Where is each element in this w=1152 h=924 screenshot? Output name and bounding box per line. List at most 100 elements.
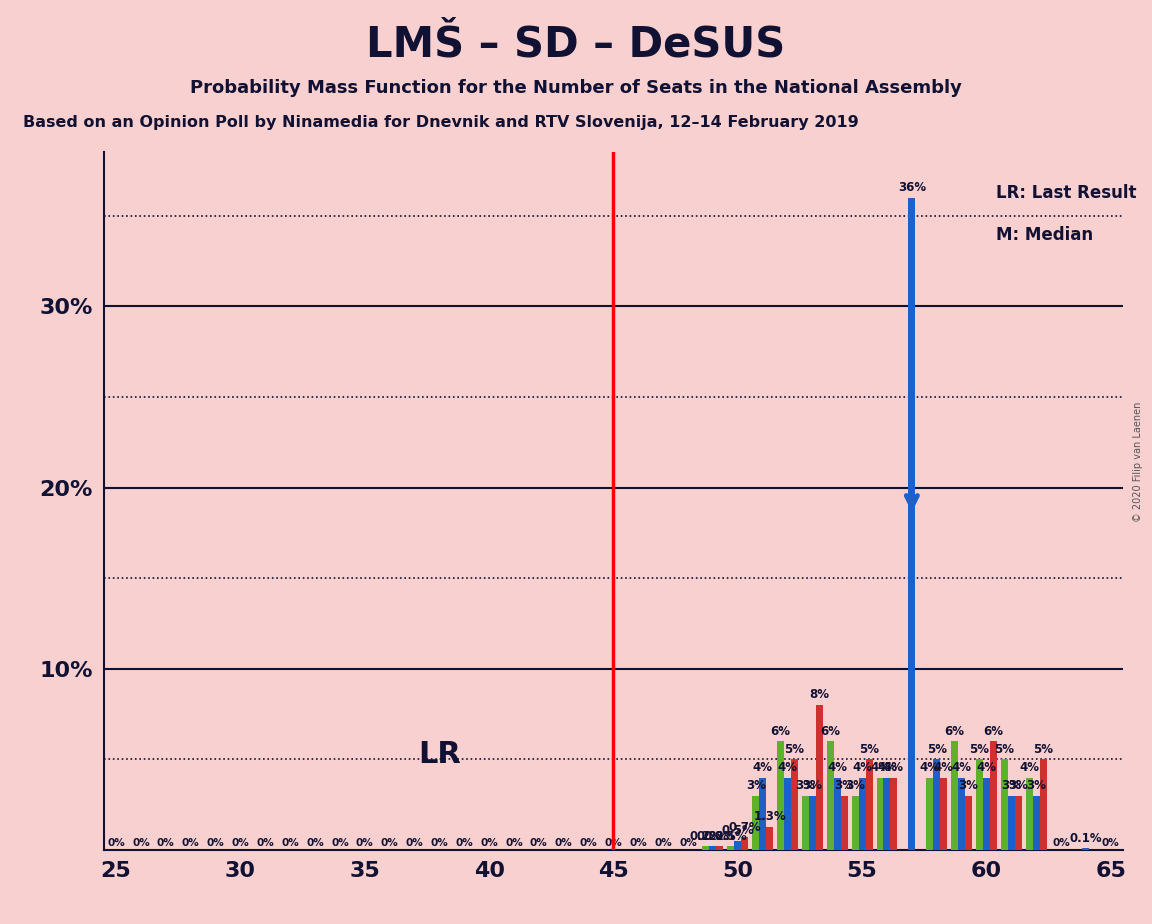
Text: 0%: 0% xyxy=(455,838,473,848)
Text: 4%: 4% xyxy=(1020,761,1039,774)
Bar xyxy=(710,846,717,850)
Text: 6%: 6% xyxy=(820,724,840,737)
Bar xyxy=(1025,778,1032,850)
Text: Probability Mass Function for the Number of Seats in the National Assembly: Probability Mass Function for the Number… xyxy=(190,79,962,96)
Text: LR: Last Result: LR: Last Result xyxy=(995,184,1136,201)
Text: 0.2%: 0.2% xyxy=(690,830,722,843)
Bar xyxy=(778,741,785,850)
Bar xyxy=(958,778,965,850)
Text: 5%: 5% xyxy=(926,743,947,756)
Text: 4%: 4% xyxy=(852,761,872,774)
Bar xyxy=(858,778,865,850)
Bar xyxy=(1032,796,1039,850)
Text: 6%: 6% xyxy=(984,724,1003,737)
Text: 0%: 0% xyxy=(206,838,225,848)
Bar xyxy=(1001,760,1008,850)
Text: 4%: 4% xyxy=(933,761,954,774)
Text: 0%: 0% xyxy=(356,838,373,848)
Text: 0%: 0% xyxy=(306,838,324,848)
Text: 3%: 3% xyxy=(846,779,865,792)
Text: 4%: 4% xyxy=(877,761,897,774)
Text: 0.1%: 0.1% xyxy=(1069,832,1102,845)
Text: 0%: 0% xyxy=(431,838,448,848)
Text: 0.2%: 0.2% xyxy=(704,830,736,843)
Bar xyxy=(741,837,748,850)
Text: 0.5%: 0.5% xyxy=(721,824,755,837)
Text: 4%: 4% xyxy=(778,761,797,774)
Text: 0.5%: 0.5% xyxy=(714,830,748,843)
Text: 0%: 0% xyxy=(555,838,573,848)
Text: 0%: 0% xyxy=(605,838,622,848)
Bar xyxy=(809,796,816,850)
Text: 4%: 4% xyxy=(977,761,996,774)
Bar xyxy=(865,760,872,850)
Text: 4%: 4% xyxy=(752,761,773,774)
Text: 5%: 5% xyxy=(785,743,804,756)
Bar xyxy=(766,827,773,850)
Text: 5%: 5% xyxy=(970,743,990,756)
Bar xyxy=(759,778,766,850)
Text: 36%: 36% xyxy=(897,181,926,194)
Text: LMŠ – SD – DeSUS: LMŠ – SD – DeSUS xyxy=(366,23,786,65)
Bar xyxy=(976,760,983,850)
Text: 0%: 0% xyxy=(406,838,424,848)
Text: 0%: 0% xyxy=(182,838,199,848)
Bar xyxy=(802,796,809,850)
Text: LR: LR xyxy=(418,739,461,769)
Text: 0%: 0% xyxy=(1102,838,1120,848)
Text: 4%: 4% xyxy=(870,761,890,774)
Text: 0.7%: 0.7% xyxy=(728,821,761,833)
Text: 4%: 4% xyxy=(919,761,940,774)
Text: 3%: 3% xyxy=(1026,779,1046,792)
Text: 5%: 5% xyxy=(1033,743,1053,756)
Text: 0%: 0% xyxy=(381,838,399,848)
Text: 0%: 0% xyxy=(1052,838,1070,848)
Text: 3%: 3% xyxy=(834,779,854,792)
Text: © 2020 Filip van Laenen: © 2020 Filip van Laenen xyxy=(1134,402,1143,522)
Text: 5%: 5% xyxy=(994,743,1015,756)
Bar xyxy=(752,796,759,850)
Text: M: Median: M: Median xyxy=(995,225,1093,244)
Text: 0%: 0% xyxy=(654,838,672,848)
Bar xyxy=(734,841,741,850)
Text: 0%: 0% xyxy=(505,838,523,848)
Bar xyxy=(841,796,848,850)
Bar xyxy=(983,778,990,850)
Text: 3%: 3% xyxy=(958,779,978,792)
Bar xyxy=(703,846,710,850)
Bar xyxy=(1008,796,1015,850)
Text: 0%: 0% xyxy=(530,838,547,848)
Bar xyxy=(1039,760,1047,850)
Text: 0%: 0% xyxy=(331,838,349,848)
Bar xyxy=(851,796,858,850)
Bar xyxy=(785,778,791,850)
Text: 3%: 3% xyxy=(796,779,816,792)
Bar xyxy=(827,741,834,850)
Text: 8%: 8% xyxy=(810,688,829,701)
Bar xyxy=(877,778,884,850)
Bar xyxy=(933,760,940,850)
Bar xyxy=(727,846,734,850)
Text: 4%: 4% xyxy=(884,761,904,774)
Bar xyxy=(926,778,933,850)
Text: 3%: 3% xyxy=(1008,779,1029,792)
Text: 5%: 5% xyxy=(859,743,879,756)
Text: 0%: 0% xyxy=(680,838,697,848)
Text: 0%: 0% xyxy=(107,838,124,848)
Bar xyxy=(909,198,916,850)
Text: 0%: 0% xyxy=(480,838,498,848)
Bar xyxy=(890,778,897,850)
Text: 6%: 6% xyxy=(771,724,790,737)
Text: 0%: 0% xyxy=(132,838,150,848)
Bar xyxy=(884,778,890,850)
Bar xyxy=(940,778,947,850)
Text: 1.3%: 1.3% xyxy=(753,810,786,823)
Text: 3%: 3% xyxy=(745,779,766,792)
Text: 0%: 0% xyxy=(157,838,175,848)
Bar xyxy=(816,705,823,850)
Text: 4%: 4% xyxy=(827,761,847,774)
Text: 0%: 0% xyxy=(232,838,249,848)
Text: 0%: 0% xyxy=(629,838,647,848)
Text: 6%: 6% xyxy=(945,724,964,737)
Bar xyxy=(717,846,723,850)
